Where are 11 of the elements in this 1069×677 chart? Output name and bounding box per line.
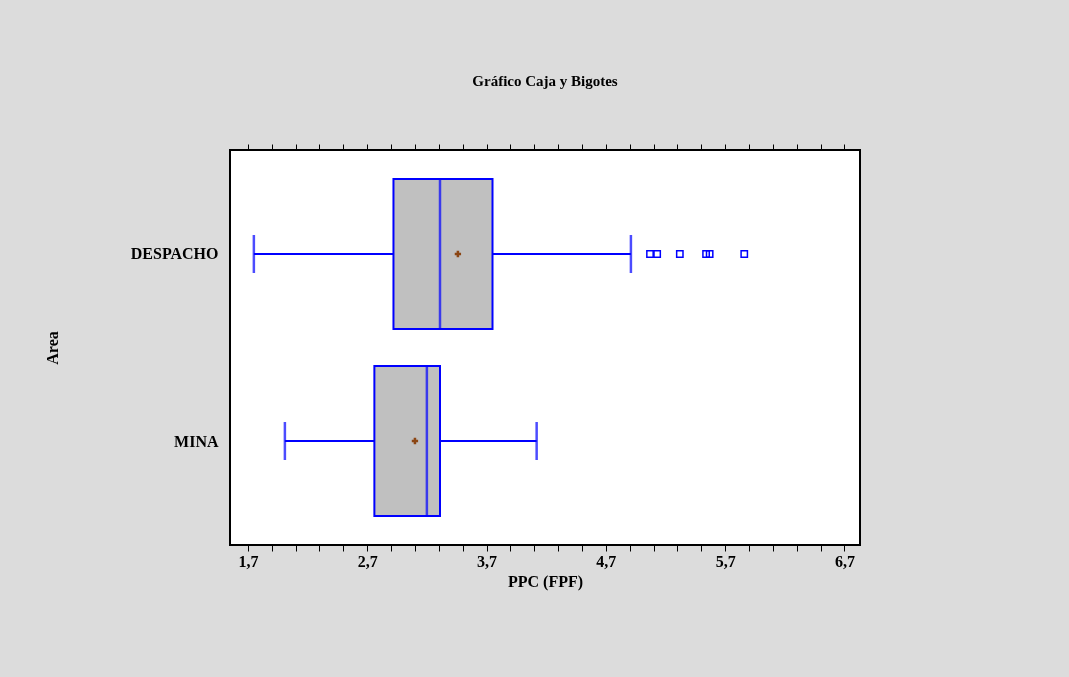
y-tick-label: MINA	[174, 432, 219, 450]
y-tick-label: DESPACHO	[130, 245, 219, 263]
x-tick-label: 1,7	[238, 552, 259, 570]
x-tick-label: 6,7	[834, 552, 855, 570]
x-tick-label: 3,7	[477, 552, 498, 570]
y-axis-title: Area	[43, 331, 61, 365]
x-axis-title: PPC (FPF)	[507, 572, 584, 591]
x-tick-label: 2,7	[357, 552, 378, 570]
chart-title: Gráfico Caja y Bigotes	[472, 72, 618, 89]
x-tick-label: 4,7	[596, 552, 617, 570]
x-tick-label: 5,7	[715, 552, 736, 570]
